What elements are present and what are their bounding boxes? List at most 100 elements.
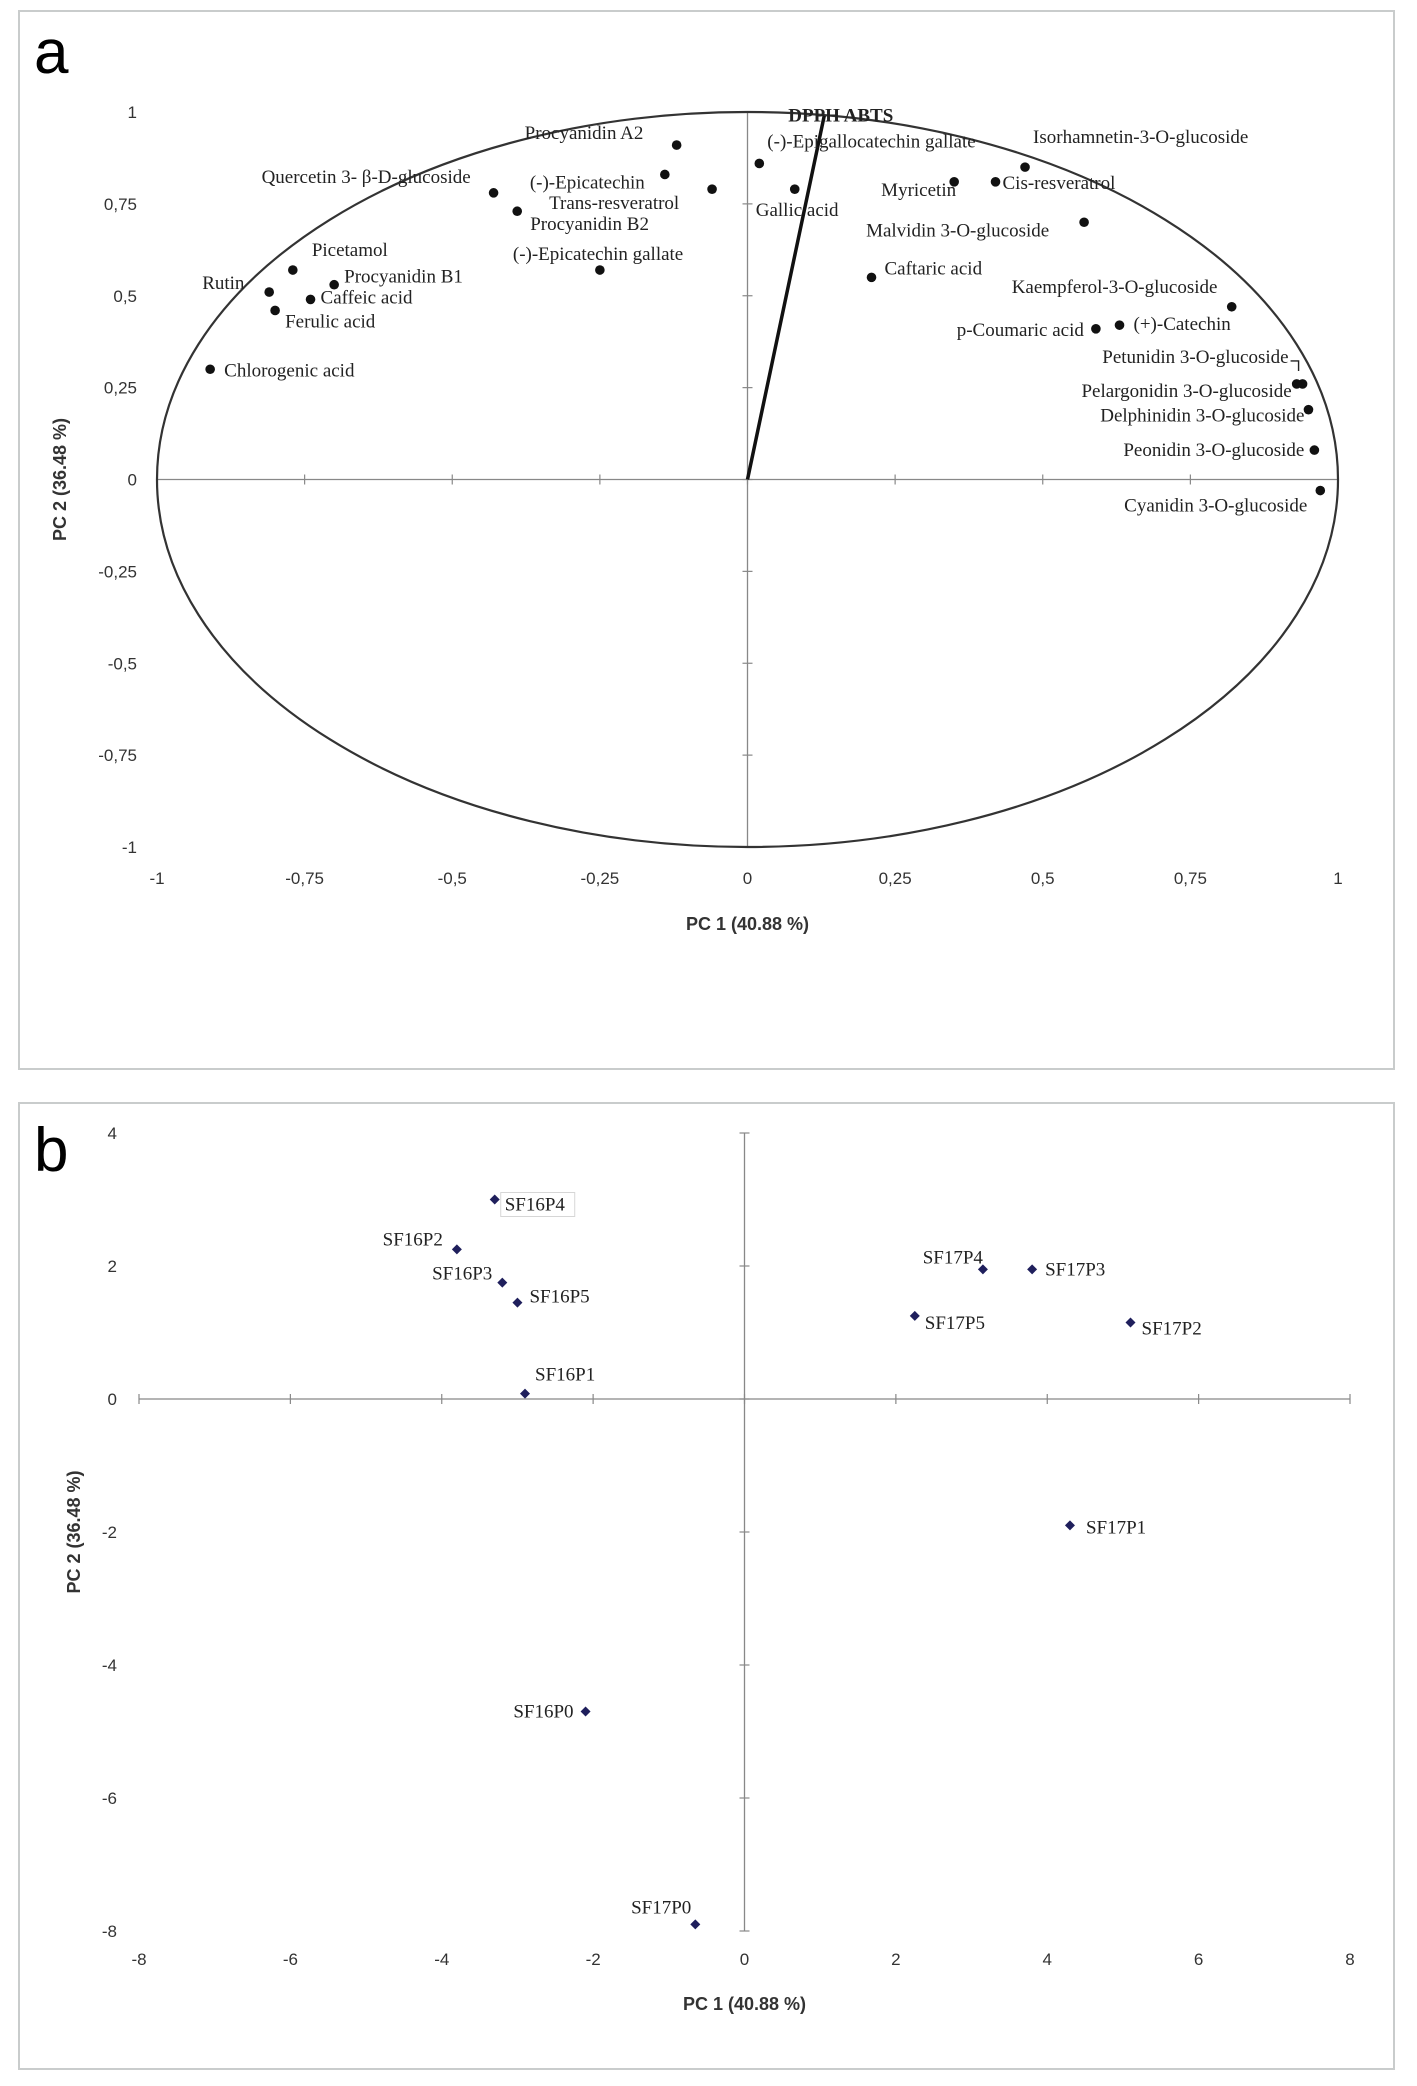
dpph-abts-vector bbox=[745, 115, 826, 480]
panel-a-point bbox=[288, 265, 298, 275]
panel-b-point-label: SF16P3 bbox=[432, 1264, 492, 1285]
panel-b-y-tick-label: 0 bbox=[108, 1390, 117, 1409]
panel-b-point bbox=[489, 1194, 500, 1205]
panel-a-point-label: Peonidin 3-O-glucoside bbox=[1123, 440, 1304, 461]
panel-b-point-label: SF16P5 bbox=[529, 1287, 589, 1308]
panel-a-point bbox=[1291, 379, 1302, 389]
panel-a-point-label: Ferulic acid bbox=[285, 311, 376, 332]
panel-b-x-tick-label: -6 bbox=[283, 1950, 298, 1969]
panel-a-label-bracket bbox=[1290, 360, 1300, 371]
panel-a-x-axis-title: PC 1 (40.88 %) bbox=[686, 914, 809, 934]
panel-a-point-label: Caffeic acid bbox=[321, 287, 413, 308]
panel-a-frame bbox=[18, 10, 1395, 1070]
panel-a-x-tick-label: 0,25 bbox=[879, 869, 912, 888]
panel-a-point bbox=[1226, 301, 1237, 312]
panel-a-x-tick-label: 0,75 bbox=[1174, 869, 1207, 888]
panel-a-point bbox=[671, 140, 682, 150]
panel-b-point-label: SF17P3 bbox=[1045, 1259, 1105, 1280]
panel-b-point-label: SF17P5 bbox=[925, 1313, 985, 1334]
panel-a-point bbox=[595, 265, 605, 275]
panel-a-point bbox=[270, 305, 280, 316]
panel-a-y-tick-label: -0,25 bbox=[98, 562, 137, 581]
panel-a-point-label: (+)-Catechin bbox=[1134, 314, 1232, 335]
panel-a-point bbox=[754, 158, 765, 169]
panel-a-point-label: Cyanidin 3-O-glucoside bbox=[1124, 496, 1307, 517]
panel-b-x-axis-title: PC 1 (40.88 %) bbox=[683, 1994, 806, 2014]
panel-a-point bbox=[1079, 217, 1089, 228]
panel-a-point bbox=[329, 279, 339, 290]
panel-a-point bbox=[866, 272, 877, 283]
panel-a-point-label: Procyanidin B1 bbox=[344, 267, 463, 288]
panel-a-point bbox=[1114, 320, 1125, 330]
panel-a-x-tick-label: 0,5 bbox=[1031, 869, 1055, 888]
panel-b-point bbox=[909, 1310, 920, 1321]
panel-a-point-label: (-)-Epicatechin gallate bbox=[513, 244, 683, 265]
panel-a-point bbox=[1309, 445, 1320, 455]
panel-a-point bbox=[660, 169, 670, 180]
panel-b-y-tick-label: -6 bbox=[102, 1789, 117, 1808]
panel-a-point-label: Gallic acid bbox=[756, 200, 839, 221]
panel-b-point-label: SF16P4 bbox=[505, 1195, 566, 1216]
panel-b-point-label: SF16P0 bbox=[513, 1702, 573, 1723]
panel-a-point bbox=[1020, 162, 1030, 172]
panel-a-point bbox=[512, 206, 523, 217]
panel-b-point bbox=[580, 1706, 591, 1717]
panel-a-x-tick-label: -0,25 bbox=[581, 869, 620, 888]
panel-a-point-label: Quercetin 3- β-D-glucoside bbox=[262, 167, 471, 188]
panel-b-point bbox=[497, 1277, 508, 1288]
panel-b-point bbox=[1027, 1264, 1038, 1275]
panel-b-frame bbox=[18, 1102, 1395, 2070]
panel-a-y-tick-label: 0,75 bbox=[104, 195, 137, 214]
panel-a-point-label: Cis-resveratrol bbox=[1003, 173, 1116, 194]
panel-a-point-label: Malvidin 3-O-glucoside bbox=[866, 220, 1049, 241]
panel-a-point bbox=[949, 177, 959, 187]
correlation-circle bbox=[155, 110, 1340, 849]
panel-b-point bbox=[512, 1297, 523, 1308]
panel-a-point-label: p-Coumaric acid bbox=[957, 320, 1085, 341]
panel-a-point bbox=[990, 177, 1001, 187]
panel-b-point bbox=[1064, 1520, 1075, 1531]
panel-b-letter: b bbox=[34, 1116, 69, 1185]
panel-a-point-label: Pelargonidin 3-O-glucoside bbox=[1081, 381, 1291, 402]
panel-b-y-axis-title: PC 2 (36.48 %) bbox=[64, 1470, 84, 1593]
panel-a-y-tick-label: 1 bbox=[128, 103, 137, 122]
panel-a-x-tick-label: -0,75 bbox=[285, 869, 324, 888]
panel-b-x-tick-label: -8 bbox=[131, 1950, 146, 1969]
panel-a-y-axis-title: PC 2 (36.48 %) bbox=[50, 418, 70, 541]
panel-a-y-tick-label: 0,5 bbox=[113, 287, 137, 306]
panel-b-point bbox=[451, 1244, 462, 1255]
panel-b-y-tick-label: 4 bbox=[108, 1124, 117, 1143]
panel-a-y-tick-label: 0 bbox=[128, 471, 137, 490]
panel-a-point bbox=[1303, 404, 1314, 415]
panel-a-point-label: Kaempferol-3-O-glucoside bbox=[1012, 277, 1218, 298]
panel-a-point-label: Petunidin 3-O-glucoside bbox=[1102, 347, 1288, 368]
panel-b-x-tick-label: 0 bbox=[740, 1950, 749, 1969]
panel-b-y-tick-label: -4 bbox=[102, 1656, 117, 1675]
panel-b-point bbox=[1125, 1317, 1136, 1328]
panel-a-point bbox=[1091, 324, 1101, 334]
panel-a-point-label: Picetamol bbox=[312, 240, 388, 261]
panel-a-point-label: Procyanidin B2 bbox=[530, 214, 649, 235]
panel-a-x-tick-label: -1 bbox=[149, 869, 164, 888]
panel-a-point bbox=[205, 364, 215, 375]
panel-b-point-label: SF17P4 bbox=[923, 1247, 984, 1268]
panel-b-x-tick-label: 8 bbox=[1345, 1950, 1354, 1969]
panel-a-point bbox=[789, 184, 800, 194]
panel-b-point-label: SF16P1 bbox=[535, 1365, 595, 1386]
panel-a-point-label: Rutin bbox=[202, 273, 245, 294]
panel-b-x-tick-label: 6 bbox=[1194, 1950, 1203, 1969]
panel-b-label-box bbox=[500, 1192, 576, 1217]
panel-b-y-tick-label: -8 bbox=[102, 1922, 117, 1941]
panel-b-x-tick-label: -4 bbox=[434, 1950, 449, 1969]
panel-a-point-label: Procyanidin A2 bbox=[525, 123, 644, 144]
panel-a-y-tick-label: -0,75 bbox=[98, 746, 137, 765]
panel-a-y-tick-label: 0,25 bbox=[104, 379, 137, 398]
panel-b-x-tick-label: 4 bbox=[1043, 1950, 1052, 1969]
panel-b-point-label: SF17P0 bbox=[631, 1897, 691, 1918]
panel-a-y-tick-label: -0,5 bbox=[108, 654, 137, 673]
panel-a-point-label: Isorhamnetin-3-O-glucoside bbox=[1033, 127, 1248, 148]
panel-a-point-label: Myricetin bbox=[881, 180, 956, 201]
panel-b-point bbox=[520, 1388, 531, 1399]
panel-a-y-tick-label: -1 bbox=[122, 838, 137, 857]
